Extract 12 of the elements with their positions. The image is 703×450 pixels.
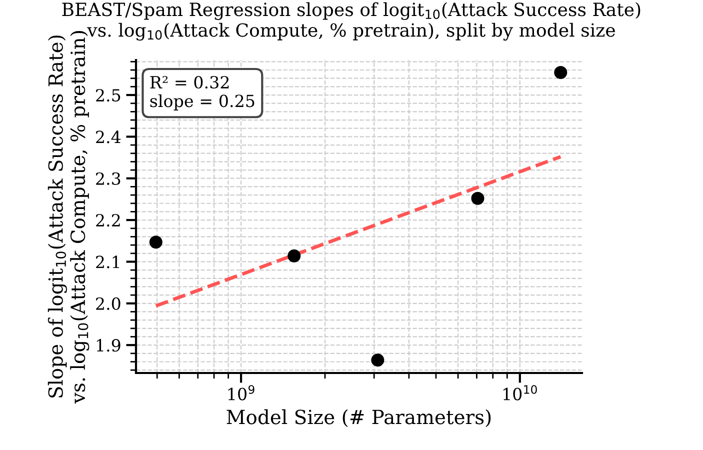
y-tick-label: 1.9 bbox=[96, 339, 120, 352]
x-tick-label: 10$^{10}$ bbox=[504, 385, 537, 400]
y-tick-label: 2.0 bbox=[96, 297, 120, 310]
annotation: R² = 0.32 slope = 0.25 bbox=[150, 76, 254, 110]
y-tick-label: 2.1 bbox=[96, 256, 120, 268]
y-tick-label: 2.2 bbox=[96, 214, 120, 227]
text: Slope of logit$_{10}$(Attack Success Rate) vs. log$_{10}$(Attack Compute, % pretrain) bbox=[48, 31, 90, 404]
x-tick-label: 10$^{9}$ bbox=[228, 385, 254, 400]
x-axis-title: Model Size (# Parameters) bbox=[226, 409, 491, 428]
y-tick-label: 2.4 bbox=[96, 130, 121, 144]
y-tick-label: 2.3 bbox=[96, 172, 120, 185]
y-tick-label: 2.5 bbox=[96, 88, 120, 102]
